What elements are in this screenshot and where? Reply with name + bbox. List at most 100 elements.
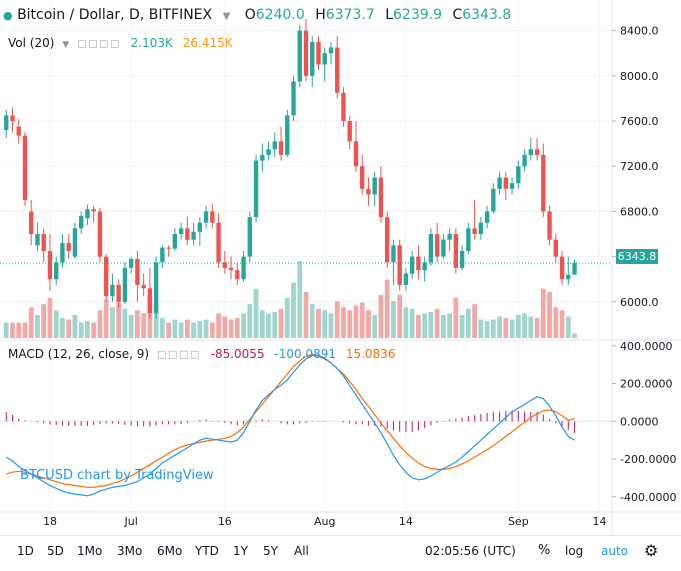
watermark[interactable]: BTCUSD chart by TradingView (20, 468, 214, 483)
candle-body (516, 166, 521, 184)
range-button-1d[interactable]: 1D (17, 544, 34, 558)
candle-body (303, 30, 309, 76)
range-button-3mo[interactable]: 3Mo (117, 544, 143, 558)
candle-body (553, 239, 558, 257)
percent-scale-button[interactable]: % (538, 543, 551, 558)
volume-menu-chevron-down-icon[interactable]: ▼ (62, 40, 70, 50)
volume-bar (284, 298, 290, 338)
candle-body (310, 41, 315, 76)
volume-bar (353, 305, 359, 338)
last-price-label: 6343.8 (616, 249, 658, 264)
volume-bar (228, 319, 234, 338)
candle-body (509, 183, 515, 189)
candle-body (241, 256, 246, 280)
volume-bar (10, 322, 15, 338)
candle-body (466, 228, 471, 251)
volume-bar (397, 294, 403, 338)
price-tick-label-4: 6800.0 (620, 205, 659, 218)
range-button-5y[interactable]: 5Y (263, 544, 278, 558)
volume-study-tools-icon[interactable]: ◻◻◻◻ (76, 36, 121, 50)
volume-bar (222, 316, 228, 338)
candle-body (253, 160, 259, 218)
candle-body (178, 228, 184, 235)
time-tick-label-1: Jul (124, 515, 138, 528)
volume-bar (384, 279, 390, 338)
range-button-6mo[interactable]: 6Mo (157, 544, 183, 558)
legend-main: ● Bitcoin / Dollar, D, BITFINEX ▼ O6240.… (3, 7, 511, 23)
candle-body (447, 234, 452, 240)
symbol-menu-chevron-down-icon[interactable]: ▼ (222, 11, 231, 22)
candle-body (228, 267, 234, 271)
volume-bar (278, 308, 284, 338)
volume-bar (85, 321, 90, 338)
volume-bar (203, 319, 209, 338)
volume-bar (209, 322, 215, 338)
volume-bar (341, 307, 346, 338)
ohlc-open-value: 6240.0 (255, 7, 305, 23)
ohlc-low-value: 6239.9 (393, 7, 442, 23)
volume-bar (391, 301, 396, 338)
candle-body (497, 177, 502, 189)
candle-body (403, 273, 409, 285)
volume-bar (366, 310, 371, 338)
time-zone-clock[interactable]: 02:05:56 (UTC) (425, 544, 516, 558)
volume-value: 2.103K (130, 36, 173, 50)
candle-body (85, 209, 90, 219)
candle-body (503, 177, 509, 189)
ohlc-high-value: 6373.7 (325, 7, 375, 23)
candle-body (366, 188, 371, 195)
volume-bar (359, 302, 365, 338)
volume-bar (116, 302, 122, 338)
range-button-1y[interactable]: 1Y (233, 544, 248, 558)
volume-bar (441, 314, 446, 338)
candle-body (260, 154, 265, 161)
gear-icon[interactable]: ⚙ (644, 541, 659, 560)
volume-bar (434, 308, 440, 338)
auto-scale-button[interactable]: auto (601, 544, 629, 558)
volume-bar (322, 310, 328, 338)
symbol-label: Bitcoin / Dollar, D, BITFINEX (17, 7, 213, 23)
volume-bar (528, 316, 534, 338)
macd-study-tools-icon[interactable]: ◻◻◻◻ (156, 347, 201, 361)
volume-bar (559, 310, 565, 338)
volume-bar (316, 308, 321, 338)
volume-bar (28, 307, 34, 338)
volume-study-title: Vol (20) (8, 36, 55, 50)
volume-bar (347, 310, 353, 338)
volume-bar (197, 321, 203, 338)
candle-body (141, 284, 146, 289)
ohlc-close-value: 6343.8 (462, 7, 512, 23)
volume-bar (522, 313, 527, 338)
candle-body (222, 262, 228, 268)
volume-bar (91, 322, 97, 338)
macd-study-title: MACD (12, 26, close, 9) (8, 347, 150, 361)
volume-bar (178, 322, 184, 338)
range-button-all[interactable]: All (294, 544, 309, 558)
candle-body (528, 149, 534, 155)
candle-body (10, 115, 15, 122)
candle-body (459, 250, 465, 268)
candle-body (166, 247, 171, 249)
candle-body (235, 270, 240, 280)
volume-ma-value: 26.415K (182, 36, 233, 50)
candle-body (441, 239, 446, 257)
log-scale-button[interactable]: log (565, 544, 584, 558)
volume-bar (272, 311, 278, 338)
range-button-ytd[interactable]: YTD (195, 544, 219, 558)
range-button-1mo[interactable]: 1Mo (77, 544, 103, 558)
volume-bar (540, 288, 546, 338)
volume-bar (97, 310, 103, 338)
price-tick-label-6: 6000.0 (620, 296, 659, 309)
time-tick-label-6: 14 (593, 515, 607, 528)
candle-body (91, 209, 96, 212)
volume-bar (35, 314, 40, 338)
candle-body (291, 81, 296, 116)
volume-bar (103, 299, 109, 338)
candle-body (328, 47, 334, 54)
candle-body (172, 234, 178, 249)
time-tick-label-4: 14 (399, 515, 413, 528)
status-dot-icon: ● (3, 9, 13, 22)
candle-body (316, 41, 321, 65)
range-button-5d[interactable]: 5D (47, 544, 64, 558)
candle-body (185, 228, 190, 240)
